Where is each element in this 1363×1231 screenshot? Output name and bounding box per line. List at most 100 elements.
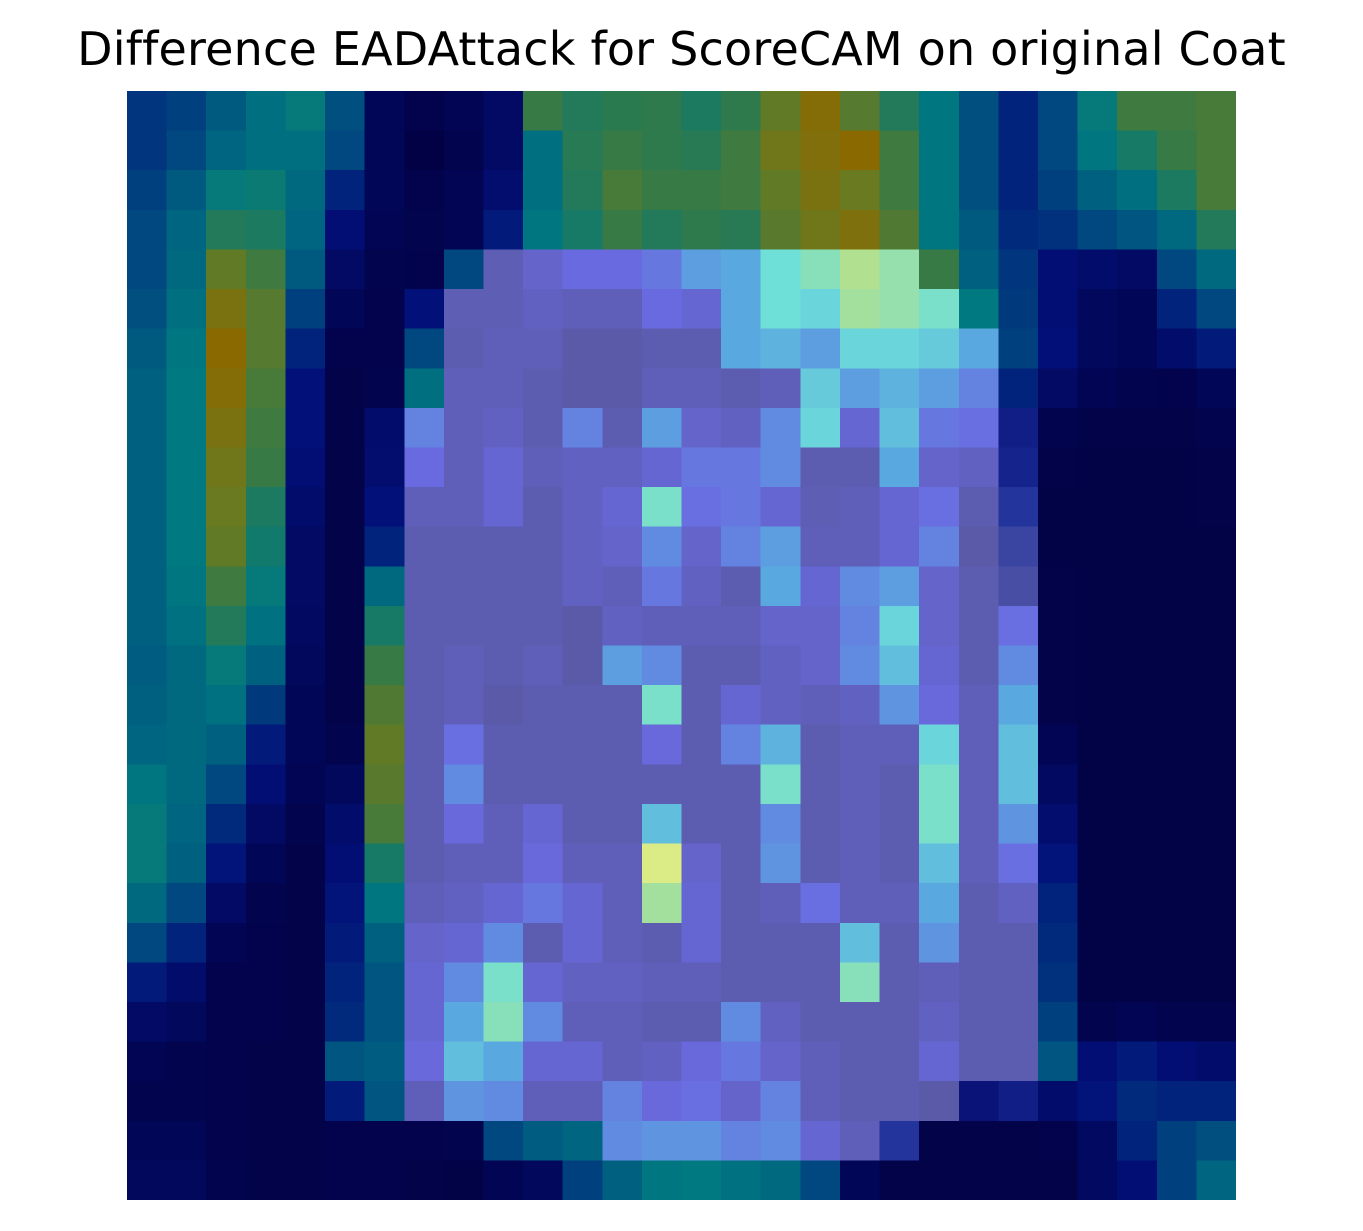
heatmap-cell-r10-c11 — [562, 487, 603, 528]
heatmap-cell-r15-c23 — [1037, 685, 1079, 726]
heatmap-cell-r25-c20 — [919, 1081, 960, 1122]
heatmap-cell-r6-c7 — [404, 328, 445, 369]
heatmap-cell-r5-c19 — [879, 289, 920, 330]
heatmap-cell-r14-c10 — [523, 645, 564, 686]
heatmap-cell-r20-c5 — [325, 883, 366, 924]
heatmap-cell-r27-c6 — [364, 1160, 405, 1200]
heatmap-cell-r24-c18 — [839, 1041, 881, 1082]
heatmap-cell-r9-c0 — [127, 447, 168, 488]
heatmap-cell-r19-c13 — [641, 843, 683, 884]
heatmap-cell-r6-c24 — [1077, 328, 1118, 369]
heatmap-cell-r19-c23 — [1037, 843, 1079, 884]
heatmap-cell-r6-c13 — [641, 328, 683, 369]
heatmap-cell-r25-c15 — [721, 1081, 762, 1122]
heatmap-cell-r18-c27 — [1196, 803, 1236, 845]
heatmap-cell-r24-c6 — [364, 1041, 405, 1082]
heatmap-cell-r10-c1 — [166, 487, 207, 528]
heatmap-cell-r10-c12 — [602, 487, 643, 528]
heatmap-cell-r18-c17 — [800, 803, 841, 845]
heatmap-cell-r5-c23 — [1037, 289, 1079, 330]
heatmap-cell-r4-c4 — [285, 249, 326, 290]
heatmap-cell-r27-c3 — [245, 1160, 287, 1200]
heatmap-cell-r3-c27 — [1196, 209, 1236, 251]
heatmap-cell-r1-c19 — [879, 130, 920, 171]
heatmap-cell-r25-c11 — [562, 1081, 603, 1122]
heatmap-cell-r11-c3 — [245, 526, 287, 567]
heatmap-cell-r15-c18 — [839, 685, 881, 726]
heatmap-cell-r15-c16 — [760, 685, 801, 726]
heatmap-cell-r15-c22 — [998, 685, 1039, 726]
heatmap-cell-r19-c14 — [681, 843, 722, 884]
heatmap-cell-r9-c21 — [958, 447, 999, 488]
heatmap-cell-r14-c24 — [1077, 645, 1118, 686]
heatmap-cell-r21-c16 — [760, 922, 801, 963]
heatmap-cell-r22-c19 — [879, 962, 920, 1003]
heatmap-cell-r9-c18 — [839, 447, 881, 488]
heatmap-cell-r14-c22 — [998, 645, 1039, 686]
heatmap-cell-r26-c5 — [325, 1120, 366, 1161]
heatmap-cell-r26-c26 — [1156, 1120, 1197, 1161]
heatmap-cell-r19-c18 — [839, 843, 881, 884]
heatmap-cell-r1-c2 — [206, 130, 247, 171]
heatmap-cell-r8-c1 — [166, 407, 207, 449]
heatmap-cell-r9-c27 — [1196, 447, 1236, 488]
heatmap-cell-r15-c15 — [721, 685, 762, 726]
heatmap-cell-r21-c8 — [443, 922, 485, 963]
heatmap-cell-r9-c3 — [245, 447, 287, 488]
heatmap-cell-r12-c7 — [404, 566, 445, 607]
heatmap-cell-r6-c12 — [602, 328, 643, 369]
heatmap-cell-r12-c26 — [1156, 566, 1197, 607]
heatmap-cell-r20-c19 — [879, 883, 920, 924]
heatmap-cell-r18-c15 — [721, 803, 762, 845]
heatmap-cell-r13-c21 — [958, 605, 999, 647]
heatmap-cell-r16-c18 — [839, 724, 881, 765]
heatmap-cell-r4-c11 — [562, 249, 603, 290]
heatmap-cell-r6-c18 — [839, 328, 881, 369]
heatmap-cell-r6-c17 — [800, 328, 841, 369]
heatmap-cell-r14-c13 — [641, 645, 683, 686]
heatmap-cell-r11-c26 — [1156, 526, 1197, 567]
heatmap-cell-r22-c26 — [1156, 962, 1197, 1003]
heatmap-cell-r1-c9 — [483, 130, 524, 171]
heatmap-cell-r25-c23 — [1037, 1081, 1079, 1122]
heatmap-cell-r9-c15 — [721, 447, 762, 488]
heatmap-cell-r2-c3 — [245, 170, 287, 211]
heatmap-cell-r5-c26 — [1156, 289, 1197, 330]
heatmap-cell-r23-c15 — [721, 1001, 762, 1043]
heatmap-cell-r18-c14 — [681, 803, 722, 845]
heatmap-cell-r27-c8 — [443, 1160, 485, 1200]
heatmap-cell-r0-c4 — [285, 91, 326, 132]
heatmap-cell-r17-c12 — [602, 764, 643, 805]
heatmap-cell-r17-c15 — [721, 764, 762, 805]
heatmap-cell-r25-c26 — [1156, 1081, 1197, 1122]
heatmap-cell-r17-c22 — [998, 764, 1039, 805]
heatmap-cell-r10-c15 — [721, 487, 762, 528]
heatmap-cell-r22-c23 — [1037, 962, 1079, 1003]
heatmap-cell-r26-c13 — [641, 1120, 683, 1161]
heatmap-cell-r25-c1 — [166, 1081, 207, 1122]
heatmap-cell-r7-c27 — [1196, 368, 1236, 409]
heatmap-cell-r18-c26 — [1156, 803, 1197, 845]
heatmap-cell-r18-c16 — [760, 803, 801, 845]
heatmap-cell-r26-c4 — [285, 1120, 326, 1161]
heatmap-cell-r6-c25 — [1117, 328, 1158, 369]
heatmap-cell-r8-c19 — [879, 407, 920, 449]
heatmap-cell-r26-c11 — [562, 1120, 603, 1161]
heatmap-cell-r20-c13 — [641, 883, 683, 924]
heatmap-cell-r15-c26 — [1156, 685, 1197, 726]
heatmap-cell-r24-c11 — [562, 1041, 603, 1082]
heatmap-cell-r18-c3 — [245, 803, 287, 845]
heatmap-cell-r22-c4 — [285, 962, 326, 1003]
heatmap-cell-r11-c24 — [1077, 526, 1118, 567]
heatmap-cell-r7-c7 — [404, 368, 445, 409]
heatmap-cell-r3-c2 — [206, 209, 247, 251]
heatmap-cell-r8-c2 — [206, 407, 247, 449]
heatmap-cell-r17-c7 — [404, 764, 445, 805]
heatmap-cell-r15-c0 — [127, 685, 168, 726]
heatmap-cell-r2-c14 — [681, 170, 722, 211]
heatmap-cell-r23-c0 — [127, 1001, 168, 1043]
heatmap-cell-r25-c5 — [325, 1081, 366, 1122]
heatmap-cell-r4-c7 — [404, 249, 445, 290]
heatmap-cell-r16-c22 — [998, 724, 1039, 765]
heatmap-cell-r10-c0 — [127, 487, 168, 528]
